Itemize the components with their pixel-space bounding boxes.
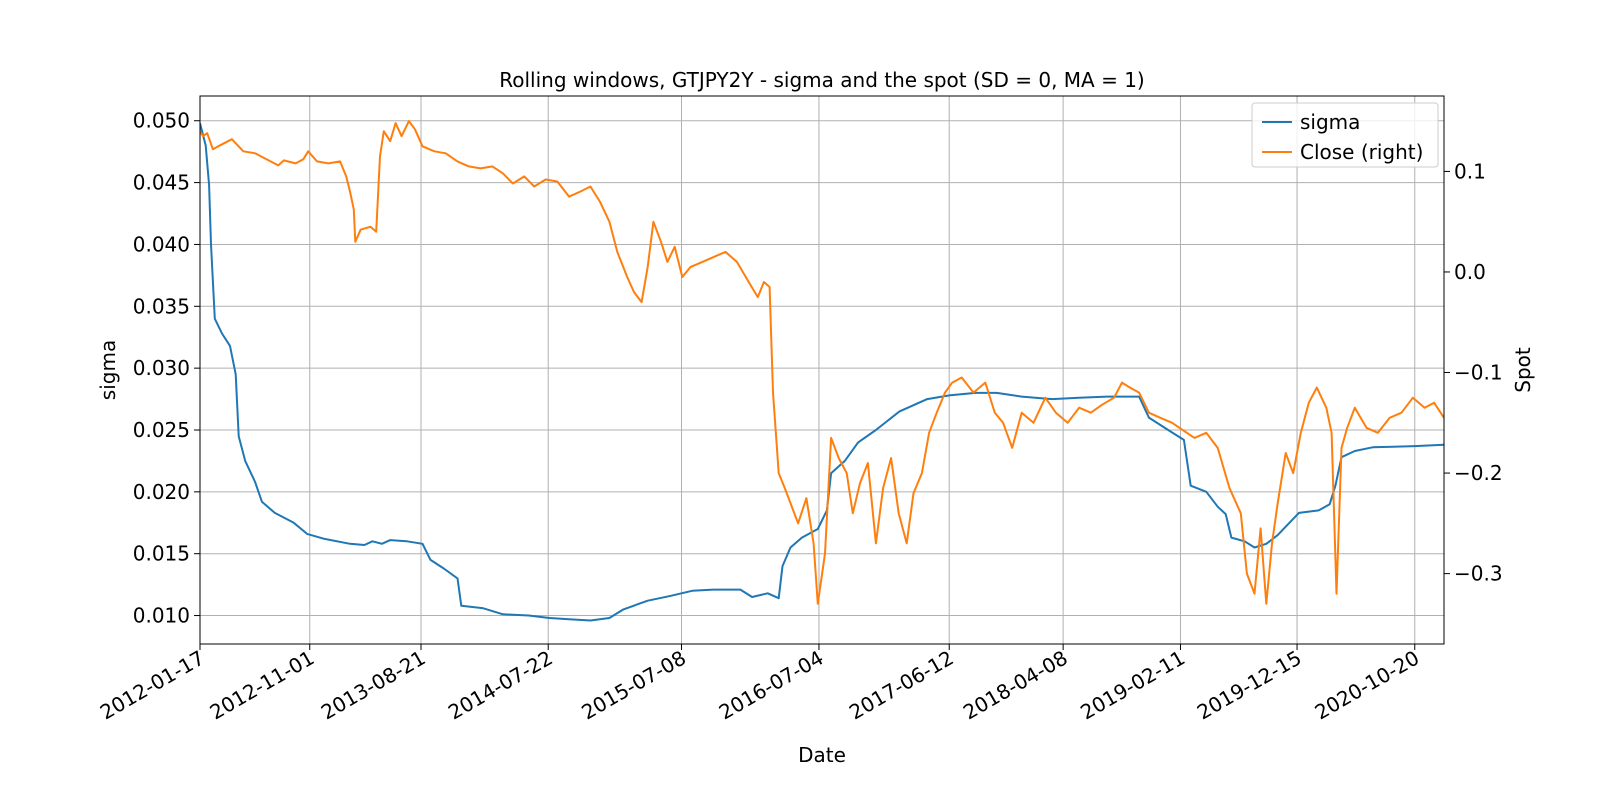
y-left-tick-label: 0.030 — [133, 356, 190, 380]
y-left-tick-label: 0.015 — [133, 542, 190, 566]
y-right-tick-label: 0.1 — [1454, 159, 1486, 183]
y-axis-left-title: sigma — [96, 340, 120, 400]
chart-title: Rolling windows, GTJPY2Y - sigma and the… — [499, 68, 1145, 92]
grid — [199, 96, 1444, 644]
legend-box — [1251, 102, 1439, 168]
y-left-tick-label: 0.040 — [133, 232, 190, 256]
legend: sigma Close (right) — [1251, 102, 1439, 168]
y-axis-left: 0.010 0.015 0.020 0.025 0.030 0.035 0.040 0.045… — [133, 109, 200, 628]
y-left-tick-label: 0.020 — [133, 480, 190, 504]
plot-lines — [200, 120, 1444, 622]
legend-label-sigma: sigma — [1300, 110, 1360, 134]
y-right-tick-label: −0.2 — [1454, 461, 1503, 485]
y-left-tick-label: 0.035 — [133, 294, 190, 318]
y-left-tick-label: 0.025 — [133, 418, 190, 442]
y-left-tick-label: 0.010 — [133, 604, 190, 628]
x-axis-title: Date — [798, 743, 846, 767]
y-axis-right: −0.3 −0.2 −0.1 0.0 0.1 — [1444, 159, 1503, 586]
y-left-tick-label: 0.045 — [133, 171, 190, 195]
y-axis-right-title: Spot — [1511, 347, 1535, 393]
y-right-tick-label: −0.1 — [1454, 361, 1503, 385]
y-right-tick-label: 0.0 — [1454, 260, 1486, 284]
legend-label-close: Close (right) — [1300, 140, 1423, 164]
plot-frame — [199, 95, 1445, 645]
series-line-sigma — [200, 122, 1444, 622]
y-left-tick-label: 0.050 — [133, 109, 190, 133]
y-right-tick-label: −0.3 — [1454, 562, 1503, 586]
series-line-close — [200, 120, 1444, 605]
